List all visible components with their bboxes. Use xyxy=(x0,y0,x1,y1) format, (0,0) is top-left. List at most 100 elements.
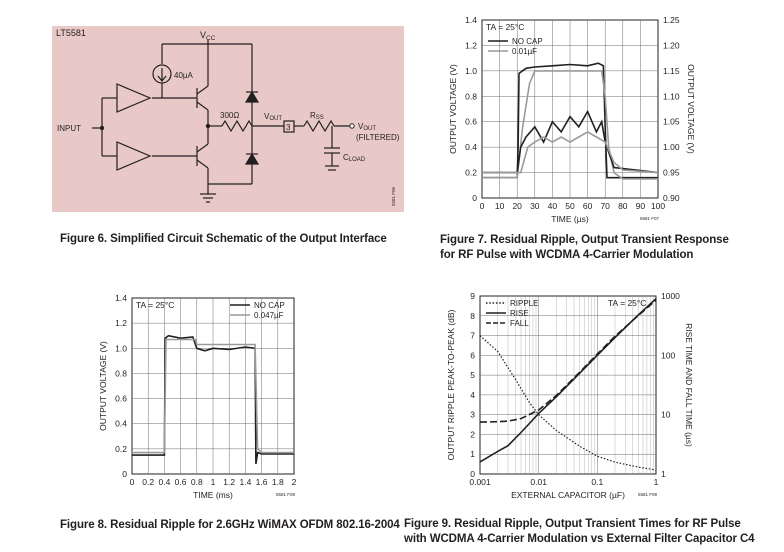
figure-7-caption-line2: for RF Pulse with WCDMA 4-Carrier Modula… xyxy=(440,249,694,261)
y-tick-label: 4 xyxy=(470,390,475,400)
y-axis-label: OUTPUT VOLTAGE (V) xyxy=(98,341,108,431)
y-tick-label: 1 xyxy=(470,449,475,459)
resistor-label: 300Ω xyxy=(220,111,239,120)
legend-label: FALL xyxy=(510,319,529,328)
y-tick-label: 1.4 xyxy=(465,15,477,25)
x-tick-label: 1 xyxy=(211,477,216,487)
x-tick-label: 0 xyxy=(130,477,135,487)
y-tick-label: 1.0 xyxy=(465,66,477,76)
x-tick-label: 2 xyxy=(292,477,297,487)
x-tick-label: 30 xyxy=(530,201,540,211)
y2-tick-label: 0.90 xyxy=(663,193,680,203)
y-tick-label: 7 xyxy=(470,331,475,341)
cload-label: CLOAD xyxy=(343,153,366,163)
y-tick-label: 0.4 xyxy=(465,142,477,152)
y-tick-label: 0.8 xyxy=(465,91,477,101)
x-axis-label: TIME (ms) xyxy=(193,490,233,500)
y-axis-label: OUTPUT RIPPLE PEAK-TO-PEAK (dB) xyxy=(448,309,456,460)
input-node xyxy=(99,125,105,131)
input-label: INPUT xyxy=(57,124,81,133)
y-tick-label: 0 xyxy=(472,193,477,203)
x-tick-label: 0.01 xyxy=(530,477,547,487)
figure-7-caption: Figure 7. Residual Ripple, Output Transi… xyxy=(440,233,729,263)
y2-tick-label: 0.95 xyxy=(663,168,680,178)
vcc-label: VCC xyxy=(200,30,216,42)
fig8-chart: 0 0.2 0.4 0.6 0.8 1 1.2 1.4 1.6 1.8 2 0 0.2 0.4 0.6 0.8… xyxy=(98,293,297,500)
series-line xyxy=(482,62,658,179)
figure-6-caption: Figure 6. Simplified Circuit Schematic o… xyxy=(60,233,387,245)
schematic-background xyxy=(52,26,404,212)
series-line xyxy=(482,130,659,174)
figure-code: 5581 F07 xyxy=(640,216,660,221)
filtered-label: (FILTERED) xyxy=(356,133,400,142)
legend-label: 0.01µF xyxy=(512,47,537,56)
x-tick-label: 80 xyxy=(618,201,628,211)
x-tick-label: 0.8 xyxy=(191,477,203,487)
figure-code: 5581 F08 xyxy=(276,492,296,497)
y2-tick-label: 100 xyxy=(661,350,675,360)
x-tick-label: 70 xyxy=(600,201,610,211)
y-tick-label: 0.2 xyxy=(115,444,127,454)
vout-filtered-label: VOUT xyxy=(358,122,376,132)
figure-9-caption-line2: with WCDMA 4-Carrier Modulation vs Exter… xyxy=(404,533,755,545)
x-tick-label: 0.1 xyxy=(591,477,603,487)
y-tick-label: 6 xyxy=(470,350,475,360)
rss-label: RSS xyxy=(310,111,324,121)
annotation-text: TA = 25°C xyxy=(136,300,174,310)
x-tick-label: 90 xyxy=(636,201,646,211)
y-tick-label: 0.6 xyxy=(465,117,477,127)
y-tick-label: 0.2 xyxy=(465,168,477,178)
x-tick-label: 1.2 xyxy=(223,477,235,487)
x-tick-label: 1 xyxy=(654,477,659,487)
y2-tick-label: 1000 xyxy=(661,291,680,301)
series-line xyxy=(482,70,658,180)
figure-8-caption: Figure 8. Residual Ripple for 2.6GHz WiM… xyxy=(60,519,400,531)
temperature-annotation: TA = 25°C xyxy=(608,298,646,308)
y-tick-label: 1.2 xyxy=(115,318,127,328)
x-axis-label: TIME (µs) xyxy=(551,214,589,224)
x-tick-label: 0.4 xyxy=(158,477,170,487)
y-tick-label: 8 xyxy=(470,311,475,321)
annotation-text: TA = 25°C xyxy=(486,22,524,32)
annotation-text: TA = 25°C xyxy=(608,298,646,308)
x-axis-label: EXTERNAL CAPACITOR (µF) xyxy=(511,490,625,500)
y-tick-label: 2 xyxy=(470,429,475,439)
schematic-wires xyxy=(92,40,352,203)
y2-tick-label: 1.05 xyxy=(663,117,680,127)
y-tick-label: 0.8 xyxy=(115,368,127,378)
output-node xyxy=(205,123,211,129)
fig6-schematic: LT5581 VCC xyxy=(52,26,404,212)
temperature-annotation: TA = 25°C xyxy=(486,22,524,32)
y2-tick-label: 1.25 xyxy=(663,15,680,25)
legend-label: RIPPLE xyxy=(510,299,538,308)
x-tick-label: 40 xyxy=(548,201,558,211)
x-tick-label: 1.4 xyxy=(239,477,251,487)
legend-label: NO CAP xyxy=(254,301,285,310)
legend-label: RISE xyxy=(510,309,529,318)
y-tick-label: 1.0 xyxy=(115,343,127,353)
y-axis-label: OUTPUT VOLTAGE (V) xyxy=(448,64,458,154)
figure-7-caption-line1: Figure 7. Residual Ripple, Output Transi… xyxy=(440,234,729,246)
part-number: LT5581 xyxy=(56,28,86,38)
pin-label: 3 xyxy=(286,123,291,132)
series-line xyxy=(132,334,294,465)
series-line xyxy=(479,335,657,471)
x-tick-label: 100 xyxy=(651,201,665,211)
legend-label: 0.047µF xyxy=(254,311,284,320)
y-tick-label: 5 xyxy=(470,370,475,380)
x-tick-label: 0 xyxy=(480,201,485,211)
y2-tick-label: 1 xyxy=(661,469,666,479)
y2-axis-label: RISE TIME AND FALL TIME (µs) xyxy=(684,323,694,447)
figure-code: 5581 F09 xyxy=(638,492,658,497)
y-tick-label: 0 xyxy=(122,469,127,479)
y-tick-label: 0 xyxy=(470,469,475,479)
y2-axis-label: OUTPUT VOLTAGE (V) xyxy=(686,64,696,154)
y-tick-label: 0.6 xyxy=(115,394,127,404)
x-tick-label: 50 xyxy=(565,201,575,211)
vout-label: VOUT xyxy=(264,112,282,122)
x-tick-label: 60 xyxy=(583,201,593,211)
y2-tick-label: 1.10 xyxy=(663,91,680,101)
series-line xyxy=(479,298,657,463)
current-source-label: 40µA xyxy=(174,71,194,80)
x-tick-label: 0.001 xyxy=(469,477,491,487)
